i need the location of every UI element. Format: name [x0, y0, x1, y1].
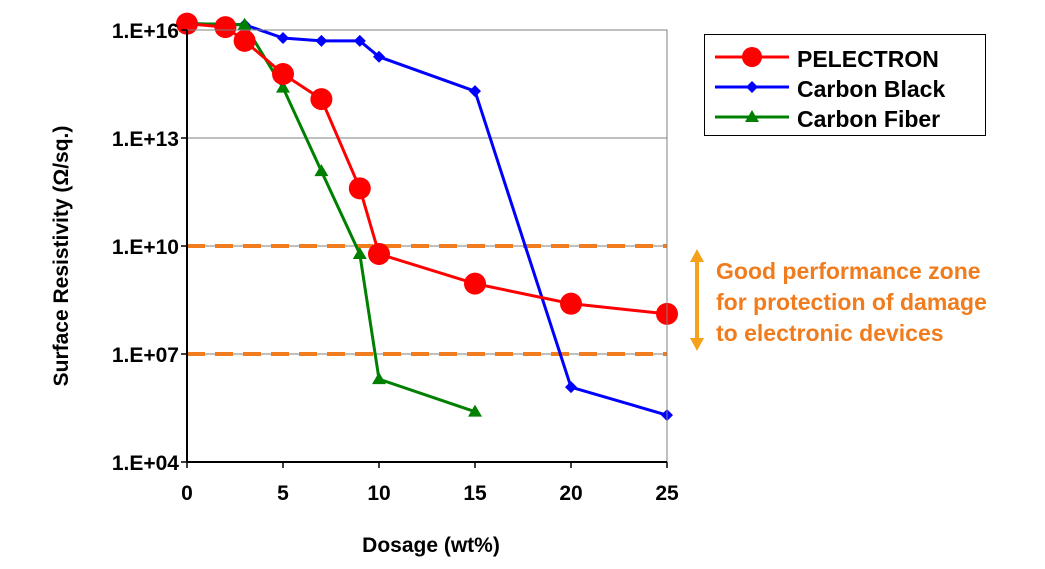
legend-label: Carbon Black [797, 76, 946, 102]
y-tick-label: 1.E+13 [112, 128, 179, 151]
legend-marker-triangle-icon [715, 110, 789, 122]
annotation-line: Good performance zone [716, 258, 981, 284]
data-point [368, 242, 390, 265]
series-line [186, 22, 668, 417]
data-point [277, 31, 289, 44]
y-axis-label: Surface Resistivity (Ω/sq.) [50, 126, 73, 387]
legend-marker-diamond-icon [715, 81, 789, 93]
legend-marker-circle-icon [715, 47, 789, 67]
data-point [348, 177, 371, 200]
data-point [353, 34, 366, 47]
legend-item-carbon-fiber: Carbon Fiber [705, 102, 985, 132]
data-point [560, 292, 582, 315]
y-tick-label: 1.E+04 [112, 452, 179, 475]
data-point [468, 404, 482, 417]
data-point [176, 12, 198, 35]
series-line [186, 22, 668, 316]
data-point [372, 372, 386, 385]
data-point [310, 88, 333, 111]
y-tick-label: 1.E+10 [112, 236, 179, 259]
reference-lines [187, 244, 667, 356]
annotation-line: for protection of damage [716, 289, 987, 315]
annotation-line: to electronic devices [716, 320, 944, 346]
legend-label: Carbon Fiber [797, 106, 941, 132]
axes: 1.E+04 1.E+07 1.E+10 1.E+13 1.E+16 0 5 10 15 20 25 [112, 20, 679, 505]
data-point [352, 246, 367, 259]
series-layer [176, 12, 678, 422]
data-point [565, 381, 577, 394]
data-point [469, 85, 481, 98]
data-point [233, 29, 256, 52]
y-tick-label: 1.E+16 [112, 20, 179, 43]
data-point [464, 272, 486, 295]
data-point [276, 80, 290, 93]
series-pelectron [176, 12, 678, 325]
legend-label: PELECTRON [797, 46, 939, 72]
x-tick-label: 0 [181, 482, 193, 505]
x-axis-label: Dosage (wt%) [362, 534, 500, 557]
data-point [373, 50, 385, 63]
double-arrow-icon [690, 249, 704, 351]
y-tick-label: 1.E+07 [112, 344, 179, 367]
x-tick-label: 10 [367, 482, 390, 505]
data-point [272, 62, 294, 85]
legend-item-pelectron: PELECTRON [705, 42, 985, 72]
data-point [315, 34, 328, 47]
x-tick-label: 15 [463, 482, 487, 505]
legend-item-carbon-black: Carbon Black [705, 72, 985, 102]
legend: PELECTRON Carbon Black Carbon Fiber [704, 34, 986, 136]
x-tick-label: 5 [277, 482, 289, 505]
data-point [214, 16, 237, 39]
data-point [314, 164, 329, 177]
series-carbon-black [181, 17, 673, 422]
data-point [237, 17, 252, 30]
x-tick-label: 20 [559, 482, 582, 505]
performance-zone-annotation: Good performance zone for protection of … [716, 256, 987, 349]
x-tick-label: 25 [655, 482, 679, 505]
